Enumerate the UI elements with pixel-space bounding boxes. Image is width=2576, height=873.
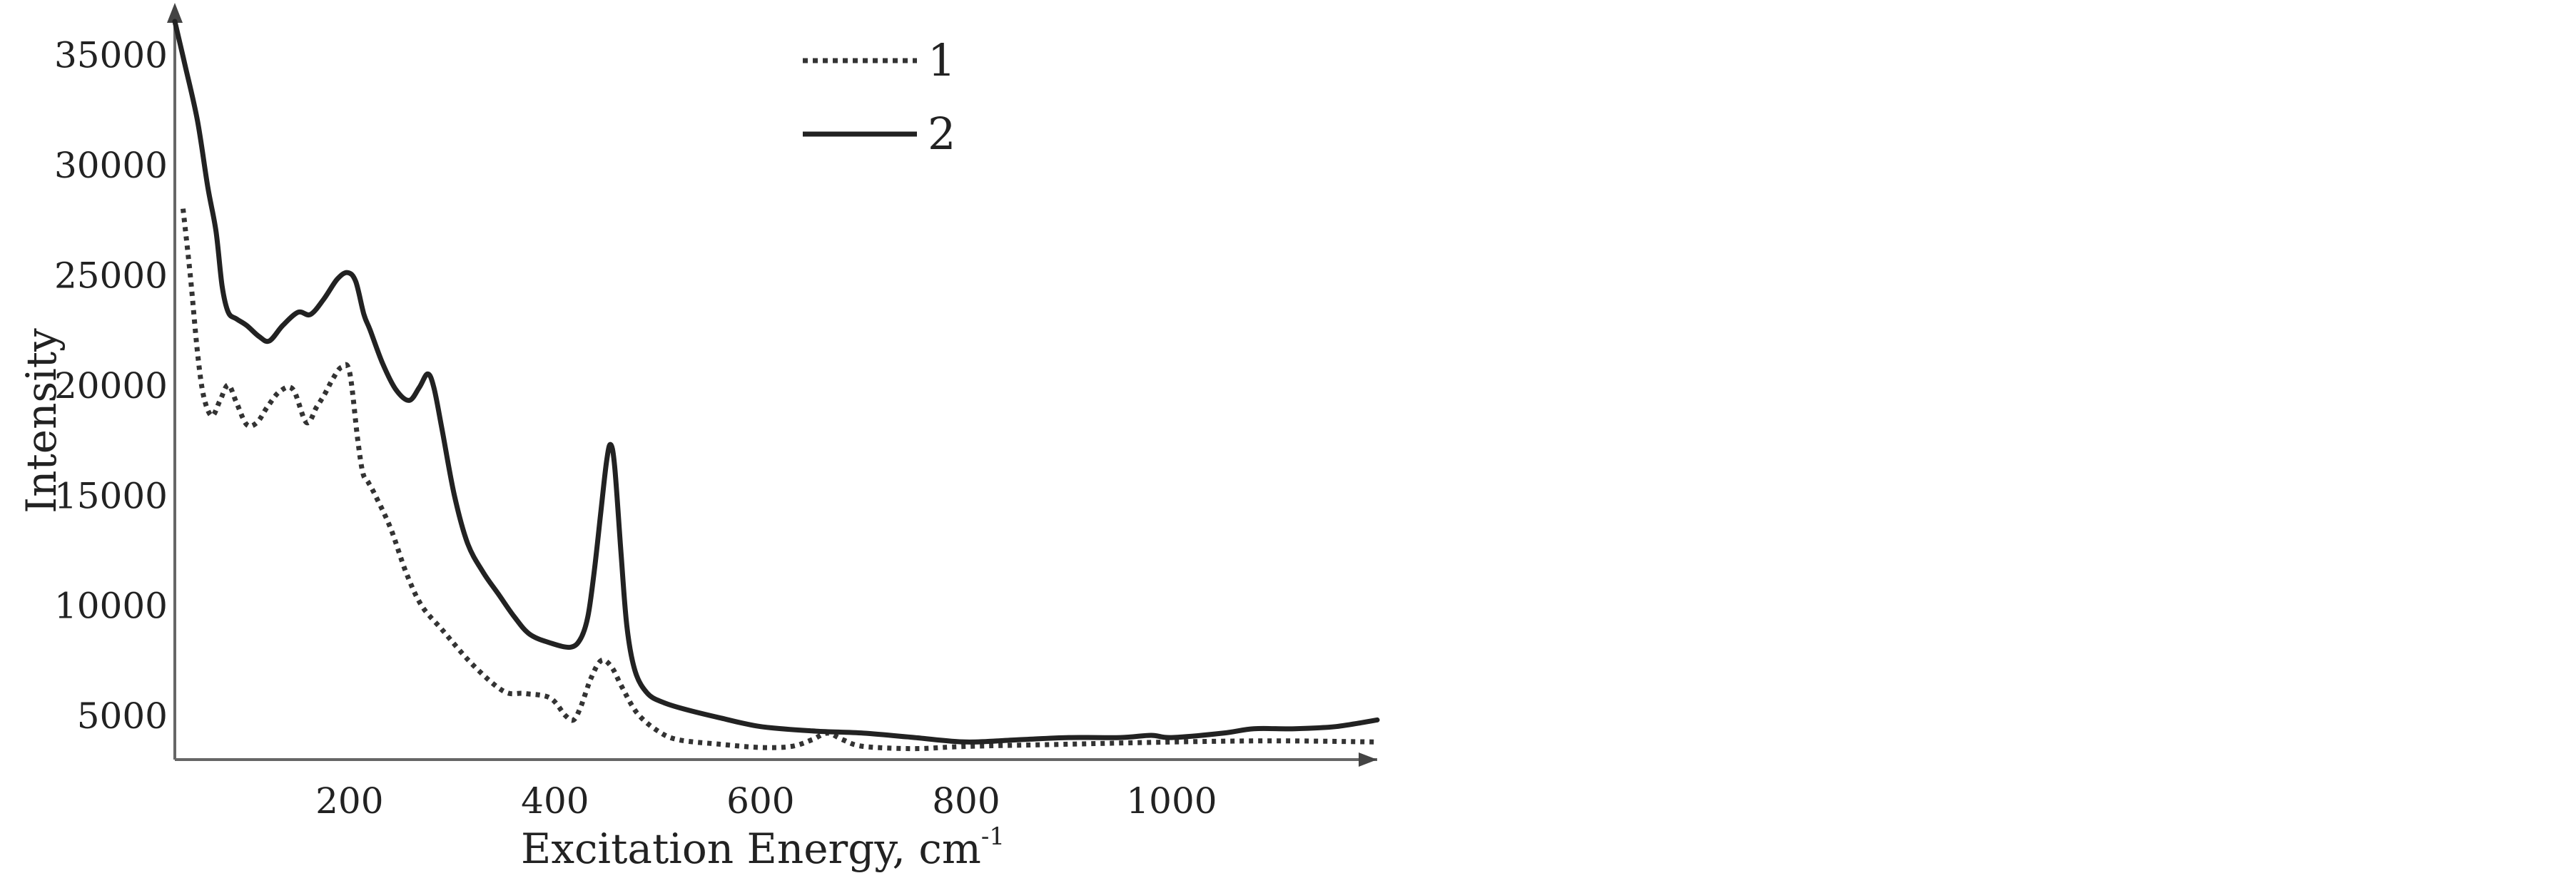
y-tick-label-15000: 15000: [54, 475, 168, 516]
y-tick-label-20000: 20000: [54, 365, 168, 407]
tick-labels: 200 400 600 800 1000 5000 10000 15000 20000 25000…: [54, 34, 1217, 822]
x-tick-label-600: 600: [726, 780, 794, 822]
axes: [167, 3, 1377, 767]
x-tick-label-400: 400: [521, 780, 589, 822]
y-axis-title: Intensity: [17, 328, 66, 514]
y-tick-label-10000: 10000: [54, 586, 168, 627]
x-tick-label-1000: 1000: [1126, 780, 1217, 822]
x-axis-title: Excitation Energy, cm-1: [521, 822, 1005, 873]
x-tick-label-800: 800: [932, 780, 1000, 822]
series-line-2: [172, 19, 1380, 745]
legend-label-series-1: 1: [928, 34, 955, 86]
legend-label-series-2: 2: [928, 108, 955, 160]
x-tick-label-200: 200: [315, 780, 383, 822]
y-tick-label-5000: 5000: [77, 695, 168, 737]
y-tick-label-35000: 35000: [54, 34, 168, 76]
x-axis-title-superscript: -1: [981, 822, 1005, 851]
y-tick-label-25000: 25000: [54, 255, 168, 296]
series-layer: [172, 19, 1380, 752]
legend: 1 2: [803, 34, 955, 160]
x-axis-arrow-icon: [1359, 752, 1377, 767]
series-line-1: [181, 208, 1378, 752]
y-tick-label-30000: 30000: [54, 145, 168, 186]
y-axis-arrow-icon: [167, 3, 183, 23]
x-axis-title-text: Excitation Energy, cm: [521, 824, 981, 873]
